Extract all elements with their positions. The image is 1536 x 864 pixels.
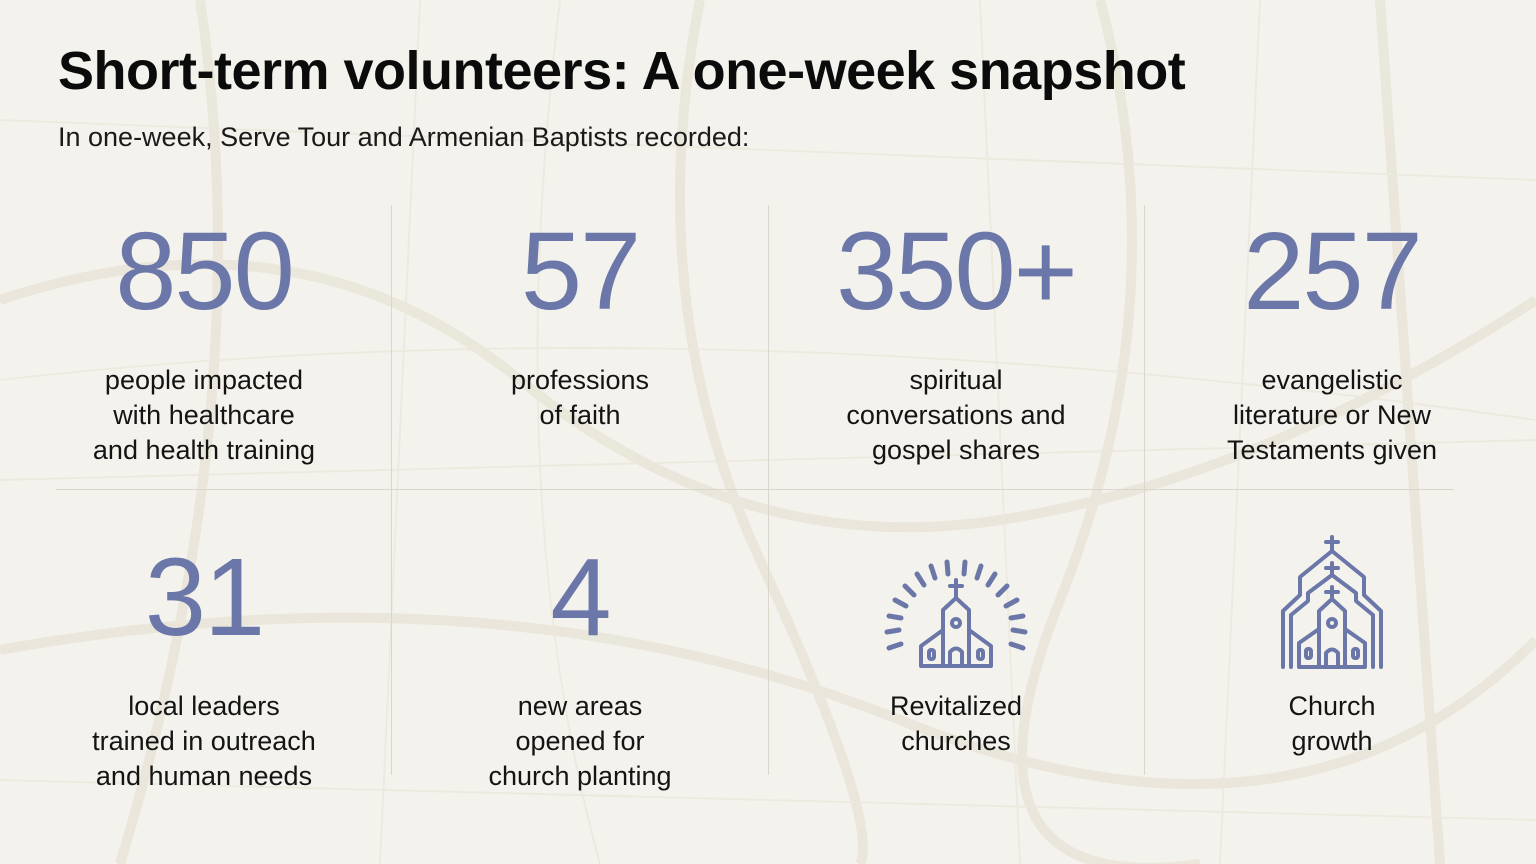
stat-people-impacted: 850 people impacted with healthcare and …	[16, 217, 392, 468]
stat-value: 4	[550, 536, 611, 659]
stat-label: evangelistic literature or New Testament…	[1226, 365, 1438, 465]
stat-label: spiritual conversations and gospel share…	[846, 365, 1066, 465]
stat-label: people impacted with healthcare and heal…	[92, 365, 316, 465]
divider	[1144, 205, 1145, 775]
page-subtitle: In one-week, Serve Tour and Armenian Bap…	[58, 122, 750, 152]
stat-value: 31	[144, 536, 265, 659]
stat-value: 350+	[836, 210, 1078, 333]
stat-label: local leaders trained in outreach and hu…	[92, 691, 316, 791]
stat-value: 57	[520, 210, 641, 333]
divider	[391, 205, 392, 775]
stat-value: 257	[1243, 210, 1423, 333]
stat-church-growth: Church growth	[1144, 535, 1520, 759]
stacked-churches-icon	[1144, 535, 1520, 673]
stat-label: new areas opened for church planting	[488, 691, 672, 791]
stat-label: professions of faith	[510, 365, 650, 430]
divider	[768, 205, 769, 775]
stat-value: 850	[115, 210, 295, 333]
stat-literature-given: 257 evangelistic literature or New Testa…	[1144, 217, 1520, 468]
stat-revitalized-churches: Revitalized churches	[768, 543, 1144, 759]
stats-grid: 850 people impacted with healthcare and …	[16, 205, 1454, 791]
page-title: Short-term volunteers: A one-week snapsh…	[58, 41, 1186, 101]
stat-local-leaders: 31 local leaders trained in outreach and…	[16, 543, 392, 794]
stat-label: Revitalized churches	[889, 691, 1023, 756]
stat-professions-of-faith: 57 professions of faith	[392, 217, 768, 433]
radiant-church-icon	[768, 543, 1144, 673]
stat-spiritual-conversations: 350+ spiritual conversations and gospel …	[768, 217, 1144, 468]
divider	[56, 489, 1454, 490]
stat-label: Church growth	[1288, 691, 1376, 756]
stat-new-areas: 4 new areas opened for church planting	[392, 543, 768, 794]
